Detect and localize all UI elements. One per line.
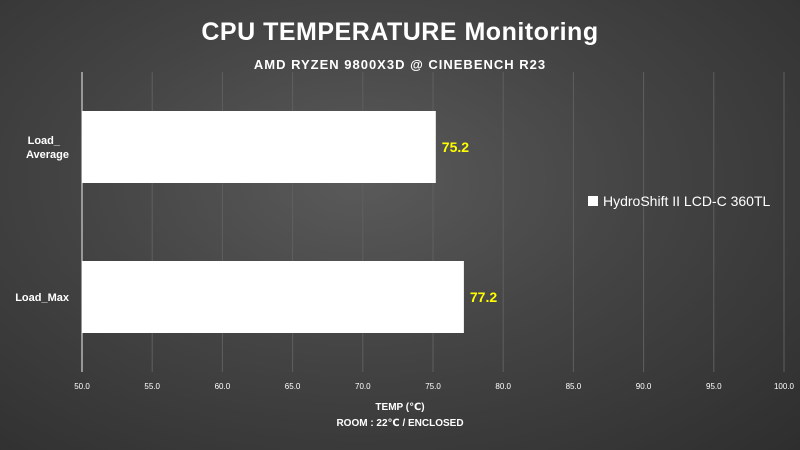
x-axis-label: TEMP (℃) [375, 402, 425, 413]
category-label: Load_Max [15, 292, 70, 304]
x-tick-label: 90.0 [636, 382, 652, 391]
category-label: Load_ Average [26, 135, 69, 161]
room-note: ROOM : 22℃ / ENCLOSED [336, 418, 464, 429]
bar [82, 261, 464, 333]
data-label: 77.2 [470, 289, 497, 305]
x-tick-label: 85.0 [566, 382, 582, 391]
data-label: 75.2 [442, 139, 469, 155]
x-tick-label: 60.0 [215, 382, 231, 391]
x-tick-label: 55.0 [144, 382, 160, 391]
x-tick-label: 65.0 [285, 382, 301, 391]
x-tick-label: 80.0 [495, 382, 511, 391]
x-tick-label: 75.0 [425, 382, 441, 391]
legend-label: HydroShift II LCD-C 360TL [603, 193, 771, 209]
x-tick-label: 100.0 [774, 382, 795, 391]
legend: HydroShift II LCD-C 360TL [588, 193, 770, 209]
x-tick-label: 50.0 [74, 382, 90, 391]
x-tick-label: 95.0 [706, 382, 722, 391]
legend-swatch [588, 196, 598, 206]
x-tick-label: 70.0 [355, 382, 371, 391]
chart-subtitle: AMD RYZEN 9800X3D @ CINEBENCH R23 [253, 57, 547, 72]
chart-title: CPU TEMPERATURE Monitoring [201, 18, 599, 46]
bar [82, 111, 436, 183]
